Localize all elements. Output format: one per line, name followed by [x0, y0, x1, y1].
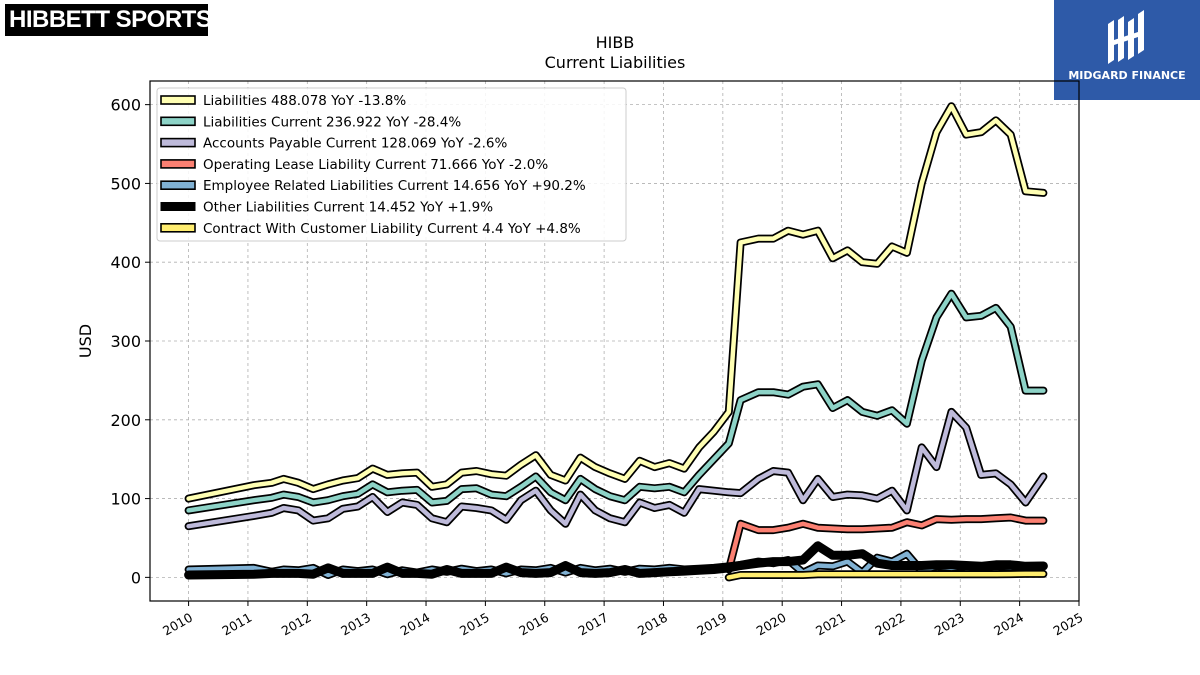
y-tick-label: 300	[110, 332, 141, 351]
series-stroke	[186, 291, 1046, 513]
x-tick-label: 2025	[1050, 610, 1085, 639]
x-tick-label: 2022	[872, 610, 907, 639]
series-lines	[184, 102, 1048, 582]
series-6-line	[184, 541, 1048, 580]
series-1-line	[184, 102, 1048, 503]
x-tick-label: 2020	[754, 610, 789, 639]
sponsor-logo: MIDGARD FINANCE	[1054, 0, 1200, 100]
x-tick-label: 2015	[457, 610, 492, 639]
legend-swatch	[160, 159, 196, 169]
y-axis-label: USD	[76, 324, 95, 358]
y-axis-ticks: 0 100 200 300 400 500 600	[110, 96, 150, 587]
legend-entry: Accounts Payable Current 128.069 YoY -2.…	[203, 136, 508, 152]
registered-mark: ®	[211, 5, 219, 16]
series-2-line	[184, 289, 1048, 515]
legend-swatch	[160, 202, 196, 211]
chart-title: HIBB	[596, 33, 635, 52]
series-7-line	[724, 569, 1048, 582]
legend-entry: Other Liabilities Current 14.452 YoY +1.…	[203, 200, 493, 216]
series-4-line	[724, 513, 1048, 574]
legend: Liabilities 488.078 YoY -13.8% Liabilitie…	[156, 87, 627, 242]
legend-entry: Liabilities 488.078 YoY -13.8%	[203, 93, 406, 109]
legend-entry: Employee Related Liabilities Current 14.…	[203, 178, 586, 194]
series-stroke	[726, 571, 1046, 580]
chart-subtitle: Current Liabilities	[545, 53, 686, 72]
x-tick-label: 2023	[932, 610, 967, 639]
x-tick-label: 2012	[279, 610, 314, 639]
x-tick-label: 2021	[813, 610, 848, 639]
legend-swatch	[160, 95, 196, 105]
legend-entry: Liabilities Current 236.922 YoY -28.4%	[203, 114, 461, 130]
series-stroke	[186, 409, 1046, 529]
y-tick-label: 400	[110, 253, 141, 272]
legend-box	[156, 87, 627, 242]
x-tick-label: 2019	[694, 610, 729, 639]
x-tick-label: 2024	[991, 610, 1026, 639]
series-stroke	[726, 515, 1046, 572]
sponsor-logo-mark-icon	[1108, 10, 1144, 64]
y-tick-label: 200	[110, 411, 141, 430]
series-stroke	[186, 103, 1046, 501]
x-tick-label: 2016	[516, 610, 551, 639]
x-tick-label: 2013	[338, 610, 373, 639]
legend-swatch	[160, 116, 196, 127]
y-tick-label: 500	[110, 174, 141, 193]
y-tick-label: 100	[110, 490, 141, 509]
y-tick-label: 0	[131, 568, 141, 587]
x-tick-label: 2014	[397, 610, 432, 639]
x-tick-label: 2017	[576, 610, 611, 639]
x-tick-label: 2018	[635, 610, 670, 639]
legend-entry: Operating Lease Liability Current 71.666…	[203, 157, 548, 173]
y-tick-label: 600	[110, 96, 141, 115]
x-tick-label: 2011	[219, 610, 254, 639]
series-outline	[184, 541, 1048, 580]
legend-swatch	[160, 223, 196, 233]
sponsor-name: MIDGARD FINANCE	[1068, 69, 1186, 82]
legend-entry: Contract With Customer Liability Current…	[203, 221, 581, 237]
x-axis-ticks: 2010 2011 2012 2013 2014 2015 2016 2017 2018 2019…	[160, 601, 1086, 639]
company-logo: HIBBETT SPORTS®	[5, 4, 219, 36]
company-logo-text: HIBBETT SPORTS	[9, 6, 212, 33]
legend-swatch	[160, 180, 196, 190]
series-3-line	[184, 407, 1048, 531]
x-tick-label: 2010	[160, 610, 195, 639]
legend-swatch	[160, 137, 196, 148]
